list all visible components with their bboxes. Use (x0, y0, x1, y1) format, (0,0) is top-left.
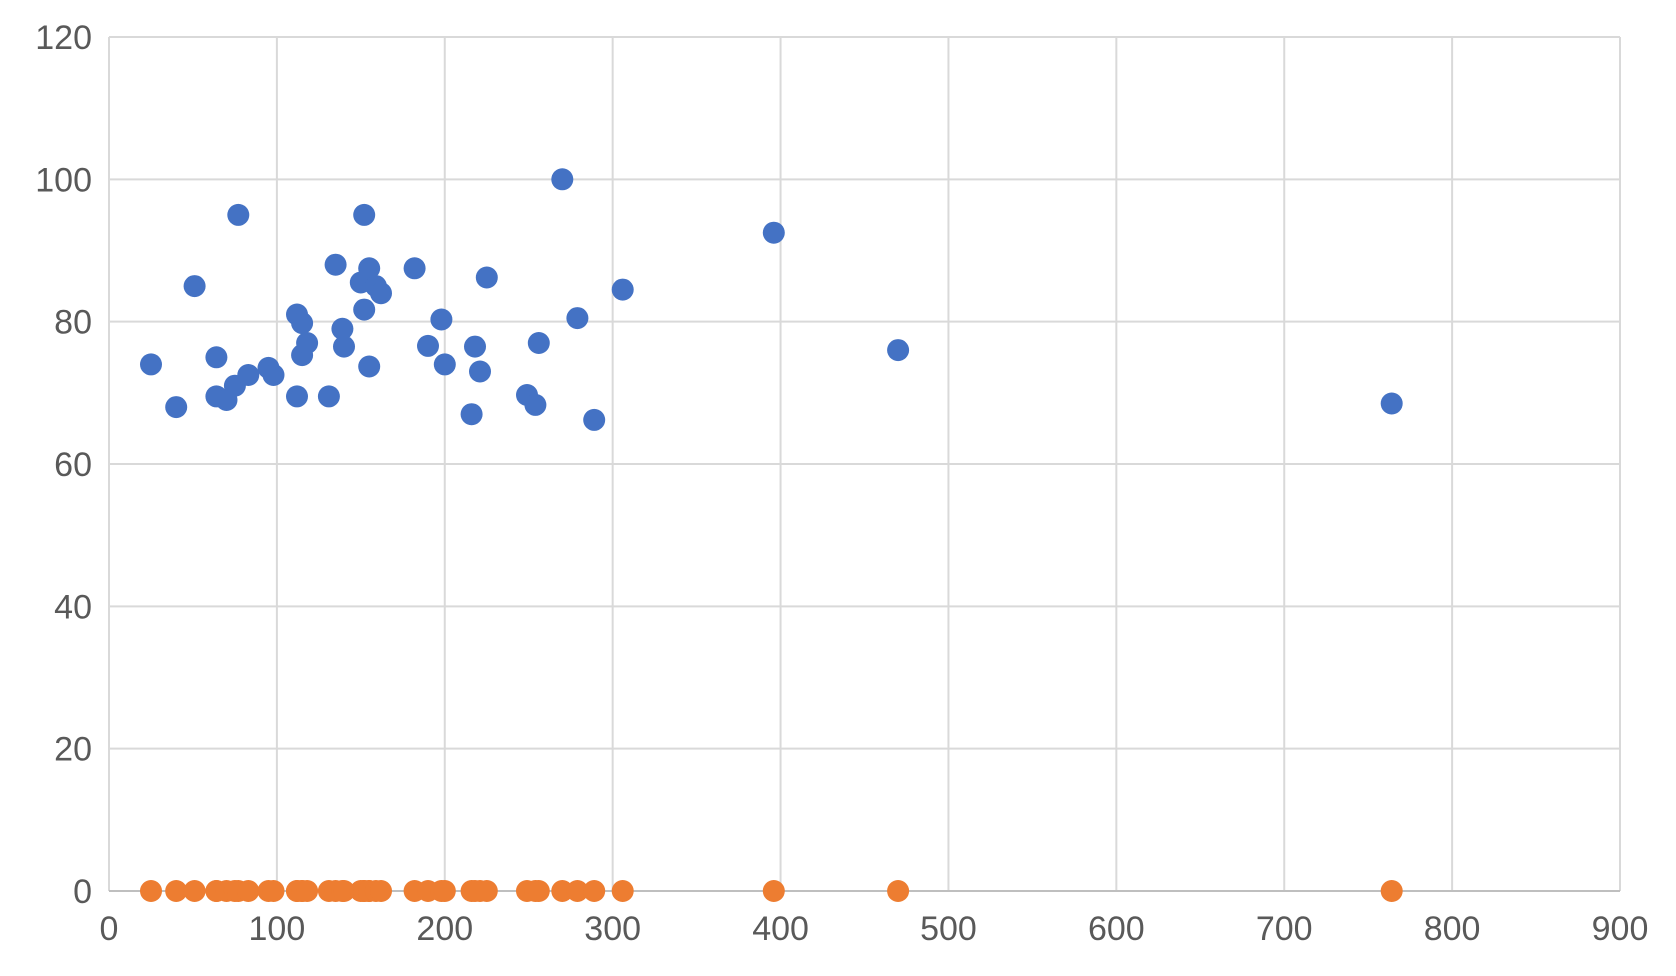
data-points (140, 168, 1403, 902)
data-point-orange-series[interactable] (887, 880, 910, 902)
x-tick-label: 500 (920, 910, 977, 948)
y-tick-label: 100 (35, 161, 92, 199)
data-point-blue-series[interactable] (551, 168, 574, 191)
data-point-blue-series[interactable] (762, 221, 785, 244)
data-point-blue-series[interactable] (262, 364, 285, 386)
data-point-blue-series[interactable] (165, 396, 188, 419)
data-point-blue-series[interactable] (433, 353, 456, 376)
data-point-orange-series[interactable] (1380, 880, 1403, 902)
x-tick-label: 800 (1424, 910, 1481, 948)
data-point-blue-series[interactable] (370, 282, 392, 305)
data-point-blue-series[interactable] (358, 257, 381, 280)
data-point-orange-series[interactable] (611, 880, 634, 902)
data-point-blue-series[interactable] (237, 364, 260, 386)
data-point-orange-series[interactable] (140, 880, 162, 902)
data-point-blue-series[interactable] (333, 335, 355, 358)
data-point-blue-series[interactable] (353, 203, 376, 226)
data-point-orange-series[interactable] (475, 880, 498, 902)
tick-labels: 0 100 200 300 400 500 600 700 800 900 0 20 40 60 80 100… (35, 19, 1648, 948)
data-point-orange-series[interactable] (527, 880, 550, 902)
data-point-blue-series[interactable] (469, 360, 491, 383)
data-point-blue-series[interactable] (353, 298, 376, 321)
data-point-blue-series[interactable] (205, 346, 228, 369)
data-point-blue-series[interactable] (611, 278, 634, 301)
y-tick-label: 80 (54, 304, 92, 342)
data-point-blue-series[interactable] (183, 275, 206, 298)
data-point-orange-series[interactable] (262, 880, 285, 902)
data-point-orange-series[interactable] (433, 880, 456, 902)
data-point-blue-series[interactable] (317, 385, 340, 408)
data-point-blue-series[interactable] (527, 332, 550, 354)
data-point-blue-series[interactable] (475, 266, 498, 289)
data-point-blue-series[interactable] (566, 307, 589, 330)
data-point-blue-series[interactable] (291, 312, 314, 335)
data-point-blue-series[interactable] (417, 334, 439, 357)
y-tick-label: 40 (54, 588, 92, 626)
data-point-blue-series[interactable] (403, 257, 426, 280)
data-point-orange-series[interactable] (370, 880, 392, 902)
data-point-blue-series[interactable] (296, 332, 319, 354)
data-point-orange-series[interactable] (237, 880, 260, 902)
x-tick-label: 100 (249, 910, 306, 948)
data-point-blue-series[interactable] (887, 339, 910, 362)
x-tick-label: 200 (416, 910, 473, 948)
data-point-blue-series[interactable] (1380, 392, 1403, 415)
x-tick-label: 300 (584, 910, 641, 948)
data-point-orange-series[interactable] (333, 880, 355, 902)
data-point-blue-series[interactable] (331, 317, 354, 340)
data-point-orange-series[interactable] (566, 880, 589, 902)
data-point-blue-series[interactable] (583, 408, 606, 431)
gridlines (108, 36, 1621, 892)
data-point-orange-series[interactable] (165, 880, 188, 902)
data-point-blue-series[interactable] (524, 393, 547, 416)
data-point-orange-series[interactable] (583, 880, 606, 902)
data-point-blue-series[interactable] (324, 253, 347, 276)
data-point-blue-series[interactable] (140, 353, 162, 376)
y-tick-label: 20 (54, 731, 92, 769)
x-tick-label: 900 (1592, 910, 1649, 948)
y-tick-label: 60 (54, 446, 92, 484)
data-point-orange-series[interactable] (762, 880, 785, 902)
data-point-blue-series[interactable] (227, 203, 250, 226)
x-tick-label: 600 (1088, 910, 1145, 948)
x-tick-label: 700 (1256, 910, 1313, 948)
data-point-blue-series[interactable] (464, 335, 486, 358)
data-point-blue-series[interactable] (460, 403, 483, 426)
data-point-orange-series[interactable] (551, 880, 574, 902)
data-point-orange-series[interactable] (183, 880, 206, 902)
data-point-orange-series[interactable] (296, 880, 319, 902)
data-point-blue-series[interactable] (286, 385, 308, 408)
data-point-blue-series[interactable] (430, 308, 453, 331)
y-tick-label: 120 (35, 19, 92, 57)
data-point-blue-series[interactable] (358, 355, 381, 378)
x-tick-label: 400 (752, 910, 809, 948)
y-tick-label: 0 (73, 873, 92, 911)
x-tick-label: 0 (100, 910, 119, 948)
